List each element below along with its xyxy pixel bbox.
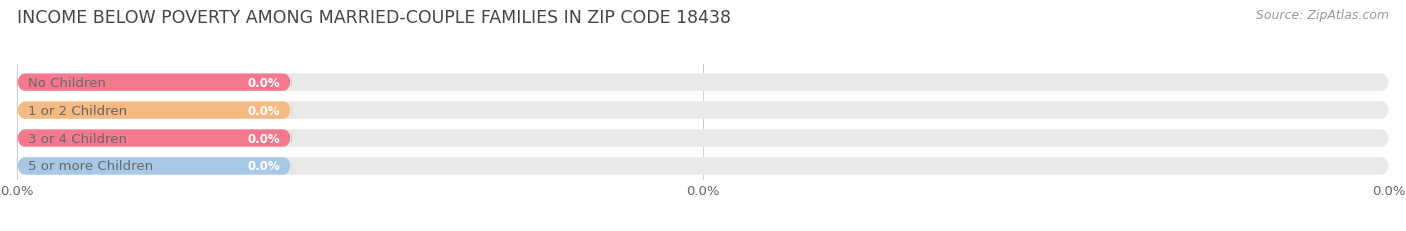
Text: 5 or more Children: 5 or more Children xyxy=(28,160,153,173)
Text: INCOME BELOW POVERTY AMONG MARRIED-COUPLE FAMILIES IN ZIP CODE 18438: INCOME BELOW POVERTY AMONG MARRIED-COUPL… xyxy=(17,9,731,27)
FancyBboxPatch shape xyxy=(17,130,1389,147)
FancyBboxPatch shape xyxy=(17,74,291,91)
Text: 0.0%: 0.0% xyxy=(247,132,280,145)
FancyBboxPatch shape xyxy=(17,158,291,175)
Text: 1 or 2 Children: 1 or 2 Children xyxy=(28,104,127,117)
Text: Source: ZipAtlas.com: Source: ZipAtlas.com xyxy=(1256,9,1389,22)
FancyBboxPatch shape xyxy=(17,74,1389,91)
Text: No Children: No Children xyxy=(28,76,105,89)
FancyBboxPatch shape xyxy=(17,158,1389,175)
FancyBboxPatch shape xyxy=(17,102,291,119)
FancyBboxPatch shape xyxy=(17,102,1389,119)
Text: 0.0%: 0.0% xyxy=(247,104,280,117)
FancyBboxPatch shape xyxy=(17,130,291,147)
Text: 0.0%: 0.0% xyxy=(247,76,280,89)
Text: 3 or 4 Children: 3 or 4 Children xyxy=(28,132,127,145)
Text: 0.0%: 0.0% xyxy=(247,160,280,173)
